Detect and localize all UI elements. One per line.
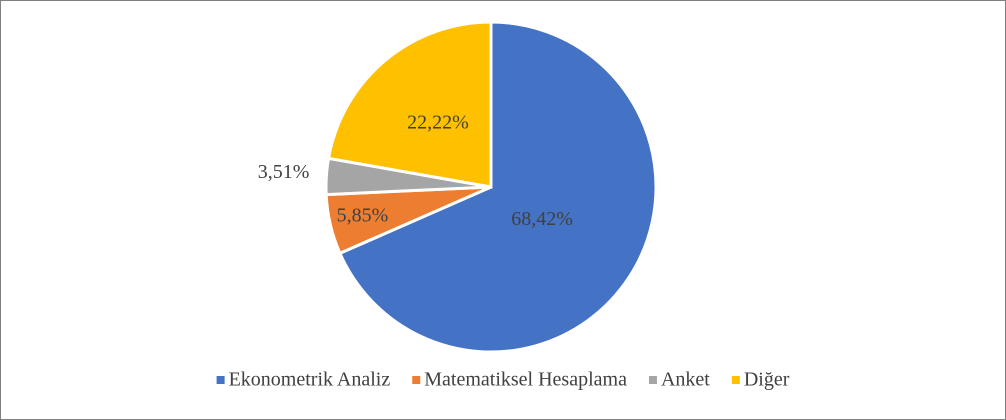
data-label: 22,22% bbox=[407, 111, 469, 133]
legend-label: Diğer bbox=[744, 369, 790, 391]
pie-slice bbox=[337, 20, 658, 354]
pie-slice bbox=[326, 20, 493, 189]
legend-label: Ekonometrik Analiz bbox=[229, 369, 391, 391]
data-label: 5,85% bbox=[337, 205, 389, 227]
legend-swatch bbox=[216, 376, 225, 384]
data-label: 68,42% bbox=[511, 208, 573, 230]
legend-swatch bbox=[731, 376, 740, 384]
legend-swatch bbox=[648, 376, 657, 384]
legend-label: Anket bbox=[661, 369, 710, 391]
legend-label: Matematiksel Hesaplama bbox=[424, 369, 627, 391]
data-label: 3,51% bbox=[258, 161, 310, 183]
legend-swatch bbox=[412, 376, 421, 384]
